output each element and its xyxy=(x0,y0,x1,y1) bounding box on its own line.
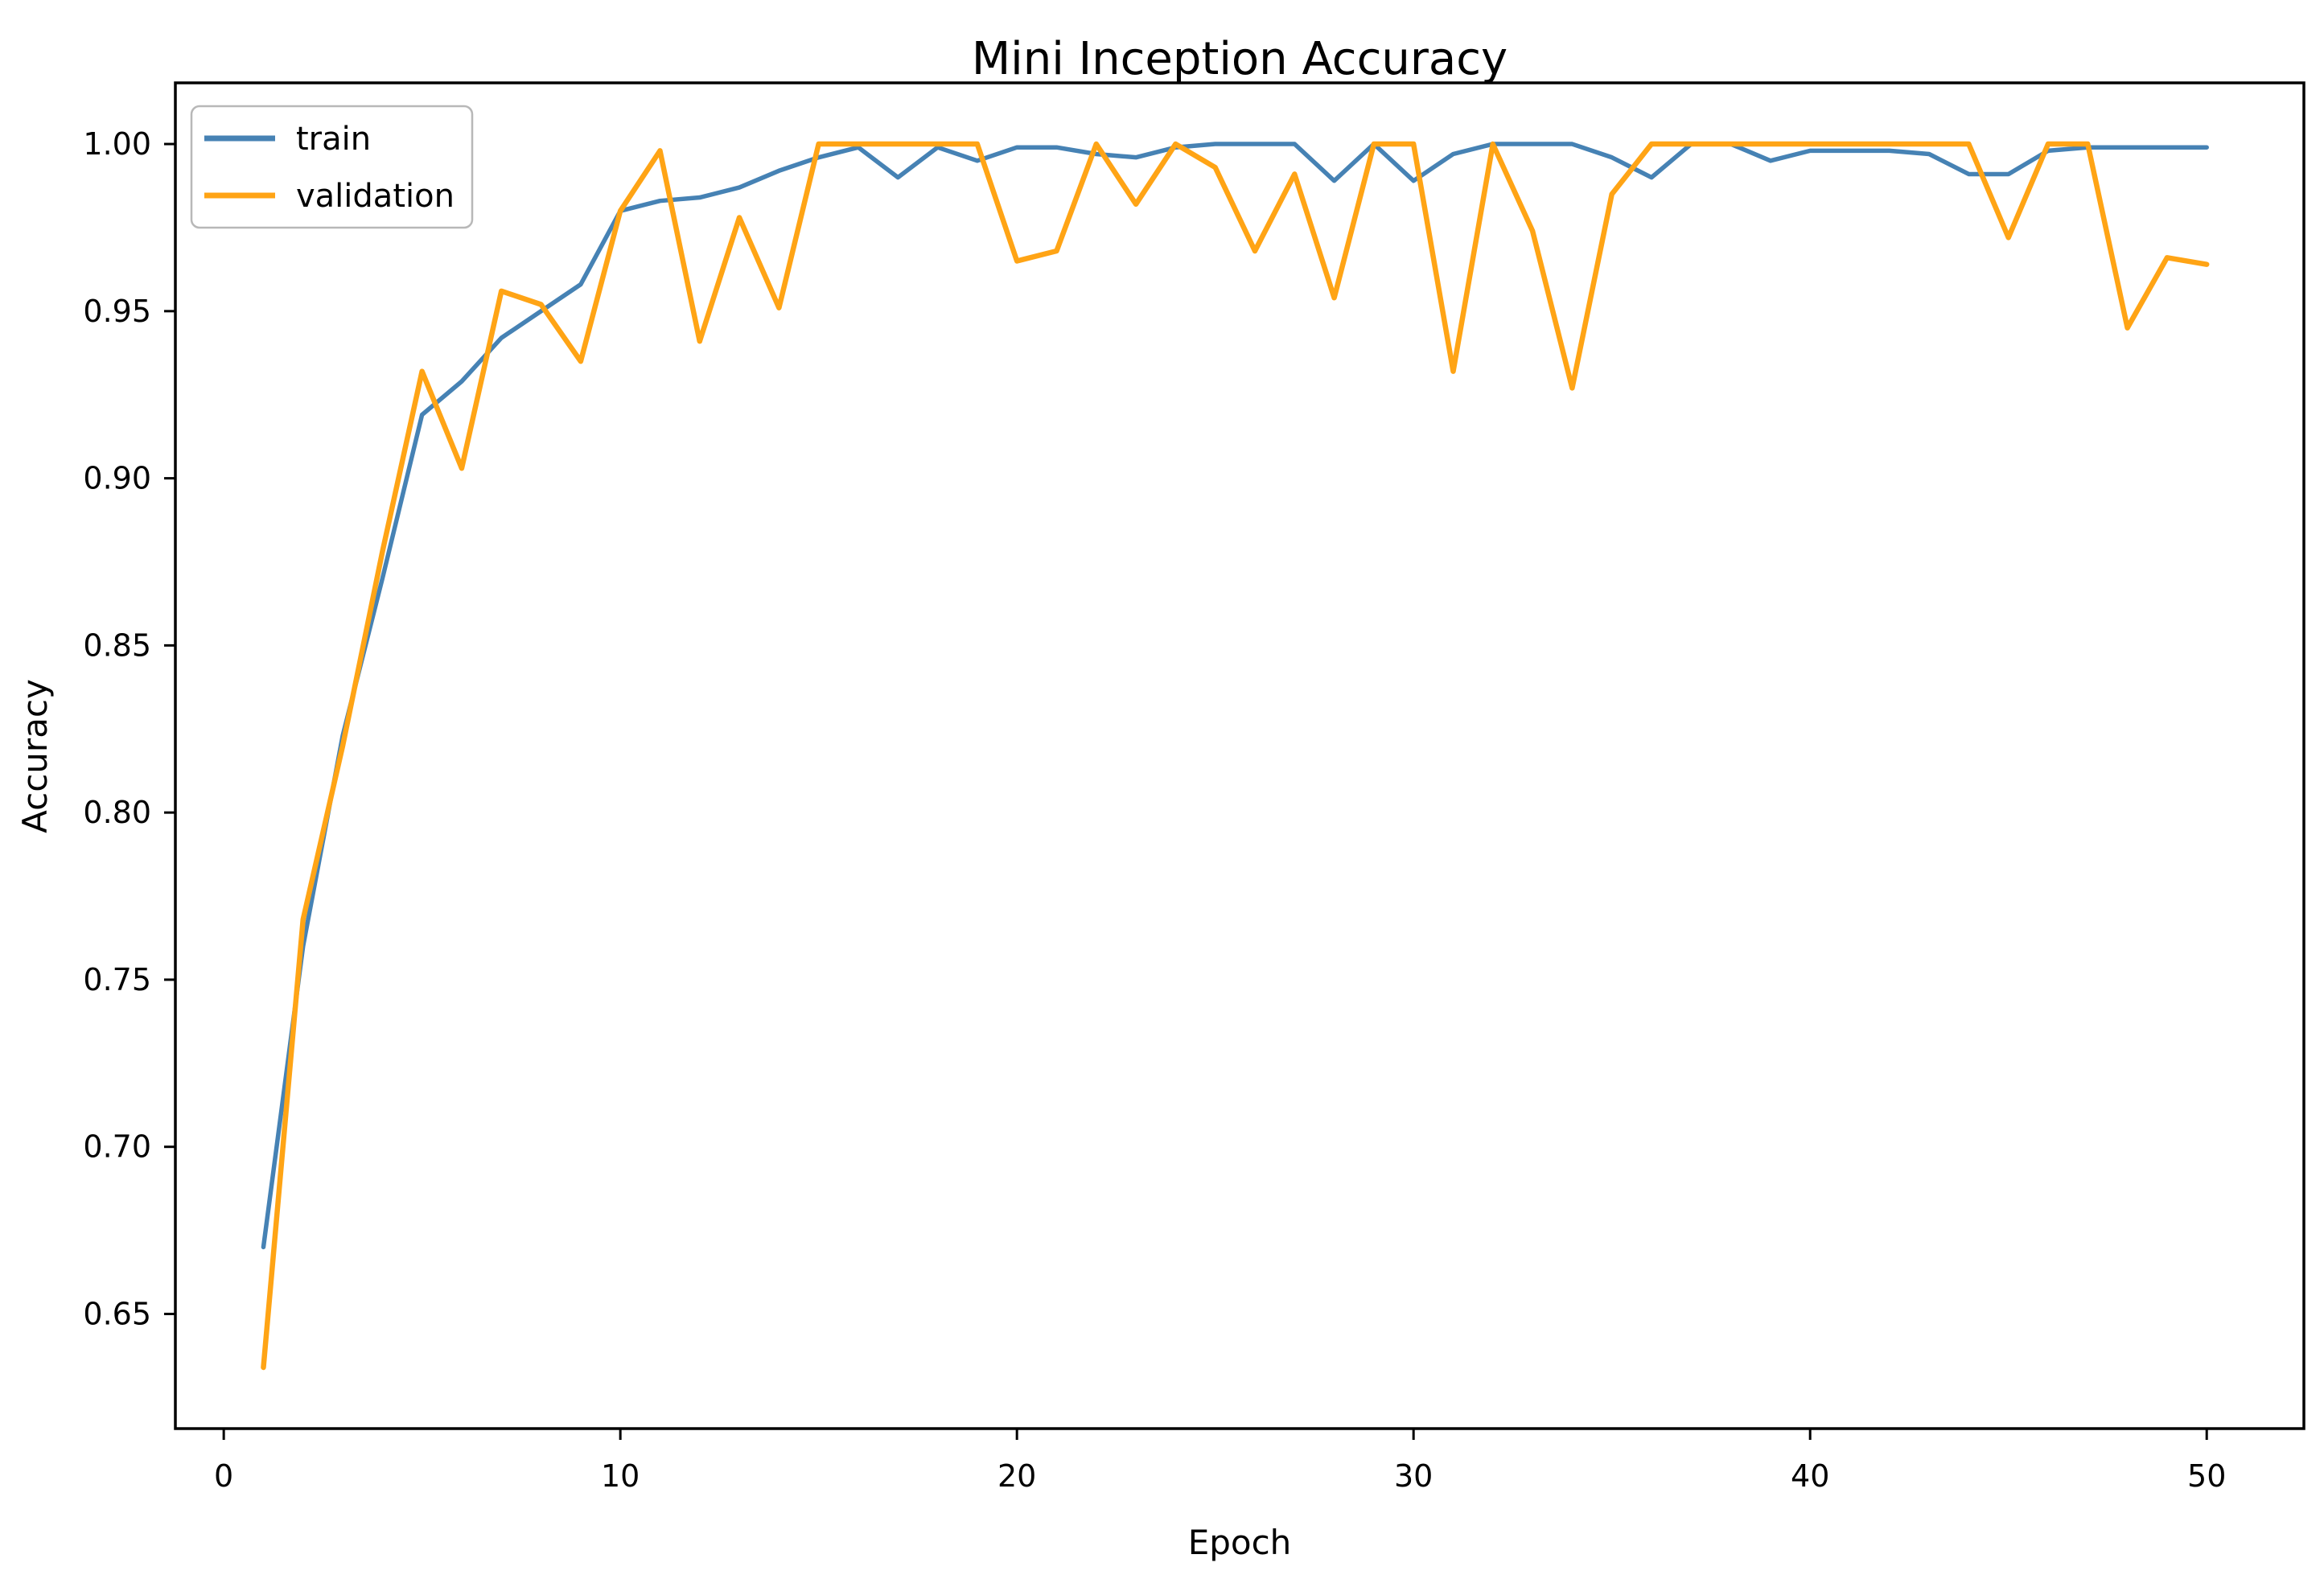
y-tick-label: 1.00 xyxy=(83,126,151,162)
y-tick-label: 0.80 xyxy=(83,795,151,830)
legend-label-train: train xyxy=(296,121,371,158)
y-tick-label: 0.95 xyxy=(83,294,151,329)
y-tick-label: 0.90 xyxy=(83,461,151,496)
y-tick-label: 0.85 xyxy=(83,627,151,663)
train-line xyxy=(261,142,2209,1250)
x-axis-ticks: 0 10 20 30 40 50 xyxy=(214,1429,2226,1494)
x-tick-label: 50 xyxy=(2187,1458,2226,1494)
legend-label-validation: validation xyxy=(296,178,455,215)
x-tick-label: 20 xyxy=(997,1458,1036,1494)
x-tick-label: 0 xyxy=(214,1458,233,1494)
y-tick-label: 0.65 xyxy=(83,1296,151,1331)
x-tick-label: 40 xyxy=(1791,1458,1829,1494)
chart-title: Mini Inception Accuracy xyxy=(972,33,1508,85)
plot-area xyxy=(174,81,2305,1430)
x-axis-label: Epoch xyxy=(1188,1523,1292,1562)
x-tick-label: 30 xyxy=(1394,1458,1433,1494)
y-axis-ticks: 1.00 0.95 0.90 0.85 0.80 0.75 0.70 0.65 xyxy=(83,126,175,1331)
y-tick-label: 0.75 xyxy=(83,962,151,997)
legend: train validation xyxy=(190,105,474,229)
y-axis-label: Accuracy xyxy=(15,679,55,833)
validation-line xyxy=(261,141,2210,1371)
y-tick-label: 0.70 xyxy=(83,1129,151,1165)
series-lines xyxy=(261,141,2210,1371)
x-tick-label: 10 xyxy=(601,1458,640,1494)
